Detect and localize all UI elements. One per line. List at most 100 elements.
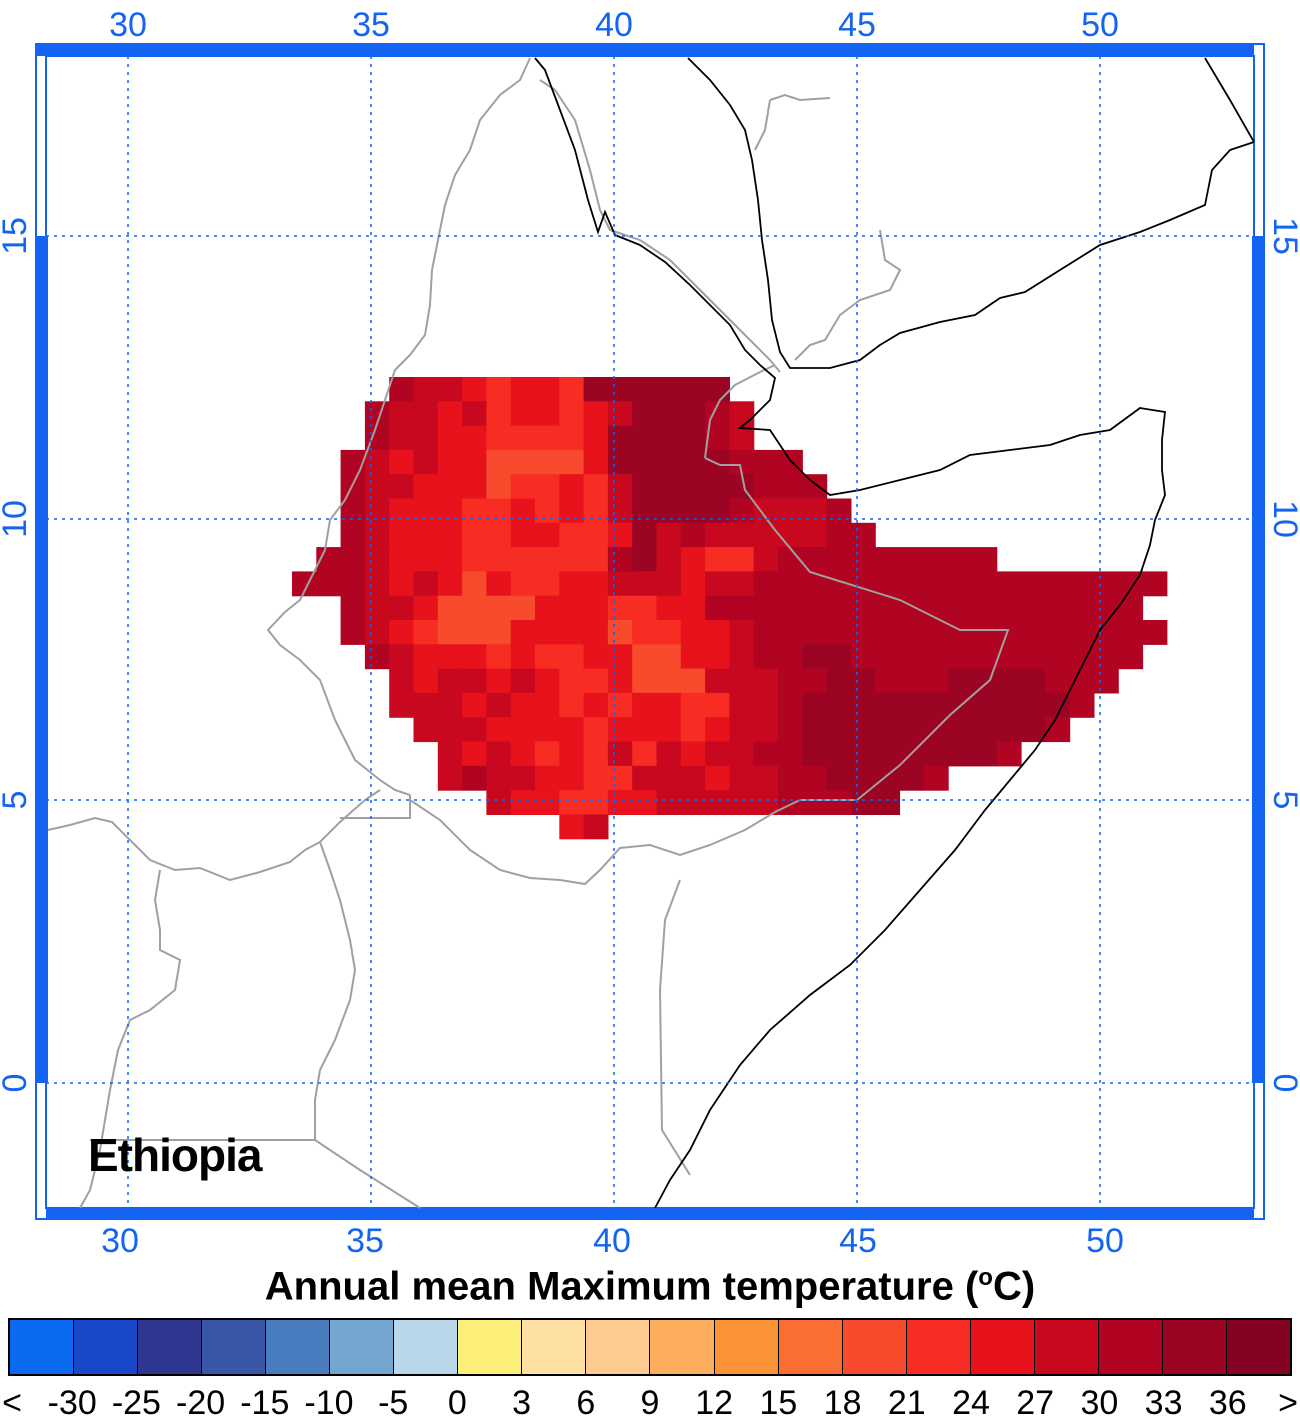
temperature-cell bbox=[729, 522, 755, 548]
country-border bbox=[754, 99, 771, 151]
temperature-cell bbox=[753, 717, 779, 743]
temperature-cell bbox=[583, 644, 609, 670]
temperature-cell bbox=[802, 522, 828, 548]
left-lat-label: 5 bbox=[0, 791, 34, 810]
colorbar-tick-label: 6 bbox=[576, 1384, 596, 1422]
temperature-cell bbox=[802, 765, 828, 791]
temperature-cell bbox=[510, 741, 536, 767]
temperature-cell bbox=[535, 449, 560, 475]
temperature-cell bbox=[923, 692, 949, 718]
bottom-lon-label: 30 bbox=[101, 1222, 139, 1260]
temperature-cell bbox=[1045, 644, 1071, 670]
temperature-cell bbox=[802, 644, 828, 670]
temperature-cell bbox=[510, 522, 536, 548]
temperature-cell bbox=[680, 425, 706, 451]
colorbar-swatch bbox=[394, 1320, 459, 1374]
temperature-cell bbox=[705, 522, 730, 548]
temperature-cell bbox=[753, 620, 779, 645]
temperature-cell bbox=[656, 790, 682, 815]
top-lon-label: 45 bbox=[838, 6, 876, 44]
temperature-cell bbox=[656, 571, 682, 597]
temperature-cell bbox=[583, 449, 609, 475]
colorbar-tick-label: 27 bbox=[1016, 1384, 1055, 1422]
temperature-cell bbox=[510, 595, 536, 621]
temperature-cell bbox=[656, 668, 682, 694]
temperature-cell bbox=[923, 741, 949, 767]
temperature-cell bbox=[802, 741, 828, 767]
temperature-cell bbox=[632, 522, 658, 548]
temperature-cell bbox=[413, 644, 439, 670]
temperature-cell bbox=[583, 741, 609, 767]
temperature-cell bbox=[923, 644, 949, 670]
temperature-cell bbox=[413, 595, 439, 621]
temperature-cell bbox=[729, 717, 755, 743]
temperature-cell bbox=[389, 474, 415, 500]
top-lon-label: 50 bbox=[1081, 6, 1119, 44]
temperature-cell bbox=[632, 790, 658, 815]
colorbar-tick-label: 15 bbox=[759, 1384, 798, 1422]
temperature-cell bbox=[389, 595, 415, 621]
temperature-cell bbox=[826, 741, 852, 767]
temperature-cell bbox=[996, 717, 1022, 743]
temperature-cell bbox=[462, 522, 487, 548]
temperature-cell bbox=[972, 717, 998, 743]
temperature-cell bbox=[535, 790, 560, 815]
temperature-cell bbox=[583, 401, 609, 427]
temperature-cell bbox=[802, 692, 828, 718]
temperature-cell bbox=[1142, 571, 1168, 597]
temperature-cell bbox=[559, 522, 585, 548]
temperature-cell bbox=[875, 692, 901, 718]
temperature-cell bbox=[826, 522, 852, 548]
temperature-cell bbox=[705, 620, 730, 645]
temperature-cell bbox=[753, 595, 779, 621]
temperature-cell bbox=[340, 571, 366, 597]
temperature-cell bbox=[510, 644, 536, 670]
temperature-cell bbox=[656, 595, 682, 621]
temperature-cell bbox=[753, 522, 779, 548]
temperature-cell bbox=[510, 571, 536, 597]
temperature-cell bbox=[1021, 620, 1046, 645]
temperature-cell bbox=[632, 692, 658, 718]
temperature-cell bbox=[462, 498, 487, 524]
temperature-cell bbox=[923, 571, 949, 597]
temperature-cell bbox=[753, 668, 779, 694]
bottom-lon-label: 45 bbox=[839, 1222, 877, 1260]
temperature-cell bbox=[389, 522, 415, 548]
temperature-cell bbox=[413, 692, 439, 718]
temperature-cell bbox=[559, 790, 585, 815]
temperature-cell bbox=[486, 401, 512, 427]
temperature-cell bbox=[948, 620, 973, 645]
temperature-cell bbox=[632, 474, 658, 500]
coastline bbox=[1204, 57, 1255, 143]
temperature-cell bbox=[340, 522, 366, 548]
temperature-cell bbox=[389, 644, 415, 670]
colorbar-swatch bbox=[778, 1320, 843, 1374]
temperature-cell bbox=[656, 425, 682, 451]
temperature-cell bbox=[462, 401, 487, 427]
temperature-cell bbox=[632, 595, 658, 621]
temperature-cell bbox=[656, 717, 682, 743]
temperature-cell bbox=[705, 474, 730, 500]
temperature-cell bbox=[826, 644, 852, 670]
temperature-cell bbox=[510, 692, 536, 718]
temperature-cell bbox=[1069, 595, 1095, 621]
temperature-cell bbox=[778, 692, 803, 718]
colorbar-tick-label: 36 bbox=[1208, 1384, 1247, 1422]
temperature-cell bbox=[559, 401, 585, 427]
temperature-cell bbox=[680, 765, 706, 791]
bottom-axis-bar bbox=[46, 1208, 1254, 1219]
temperature-cell bbox=[1069, 692, 1095, 718]
temperature-cell bbox=[948, 644, 973, 670]
colorbar-tick-label: 18 bbox=[823, 1384, 862, 1422]
temperature-cell bbox=[656, 547, 682, 572]
temperature-cell bbox=[826, 620, 852, 645]
temperature-cell bbox=[340, 547, 366, 572]
temperature-cell bbox=[486, 741, 512, 767]
temperature-cell bbox=[413, 571, 439, 597]
temperature-cell bbox=[535, 474, 560, 500]
temperature-cell bbox=[680, 741, 706, 767]
temperature-cell bbox=[875, 717, 901, 743]
temperature-cell bbox=[486, 547, 512, 572]
temperature-cell bbox=[437, 498, 463, 524]
left-lat-label: 10 bbox=[0, 500, 34, 538]
